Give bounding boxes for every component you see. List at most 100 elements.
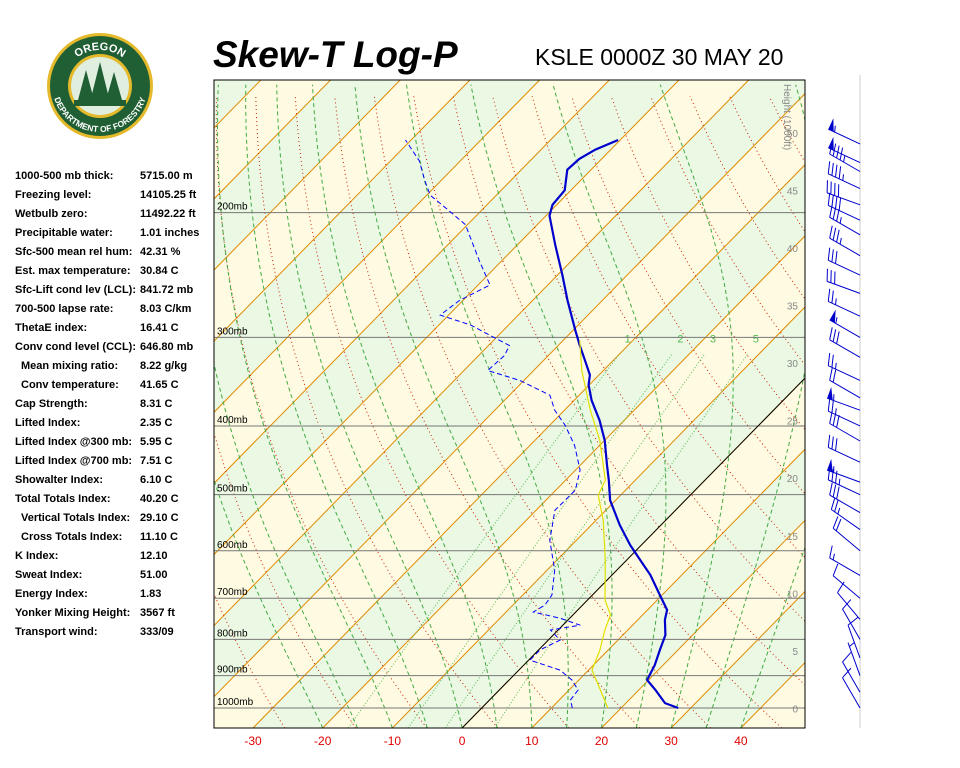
logo-ground <box>74 100 126 106</box>
stat-value: 11492.22 ft <box>140 208 196 220</box>
barb-full <box>847 616 859 626</box>
barb-full <box>832 369 837 383</box>
stat-label: K Index: <box>15 550 59 562</box>
stat-label: Conv cond level (CCL): <box>15 341 137 353</box>
barb-staff <box>837 592 861 620</box>
stat-value: 646.80 mb <box>140 341 194 353</box>
barb-full <box>832 516 839 529</box>
pressure-label: 500mb <box>217 484 248 495</box>
mixing-ratio-label: 1 <box>625 334 631 346</box>
barb-staff <box>828 300 861 317</box>
barb-full <box>831 249 834 263</box>
barb-half <box>837 507 841 515</box>
barb-half <box>839 217 842 224</box>
dry-adiabat <box>413 96 783 728</box>
barb-full <box>838 166 842 179</box>
wind-barb <box>832 516 861 552</box>
stat-label: Vertical Totals Index: <box>21 512 131 524</box>
x-tick-label: 20 <box>595 734 609 748</box>
stat-value: 29.10 C <box>140 512 179 524</box>
y2-tick-label: 45 <box>787 186 799 197</box>
moist-adiabat <box>740 546 805 728</box>
stat-label: Sweat Index: <box>15 569 83 581</box>
barb-staff <box>832 527 861 552</box>
stat-value: 8.31 C <box>140 398 173 410</box>
barb-full <box>831 436 834 450</box>
x-tick-label: 0 <box>459 734 466 748</box>
pressure-label: 800mb <box>217 628 248 639</box>
barb-full <box>827 467 831 480</box>
x-tick-label: -30 <box>244 734 262 748</box>
barb-full <box>835 196 838 209</box>
barb-half <box>835 362 837 370</box>
barb-staff <box>828 446 861 463</box>
barb-full <box>835 470 838 484</box>
logo: OREGON DEPARTMENT OF FORESTRY <box>47 33 153 139</box>
wind-barb <box>826 386 861 411</box>
mixing-ratio-label: 2 <box>677 334 683 346</box>
pressure-label: 700mb <box>217 587 248 598</box>
stat-label: Est. max temperature: <box>15 265 131 277</box>
barb-full <box>831 162 834 176</box>
wind-barb <box>837 581 861 620</box>
stat-value: 41.65 C <box>140 379 179 391</box>
stat-label: Energy Index: <box>15 588 88 600</box>
pressure-label: 300mb <box>217 326 248 337</box>
barb-half <box>842 174 844 181</box>
barb-full <box>832 484 837 498</box>
barb-staff <box>832 575 861 599</box>
barb-half <box>834 125 836 133</box>
wind-barb <box>829 367 861 399</box>
barb-full <box>827 353 831 366</box>
barb-half <box>832 553 835 561</box>
isotherm <box>670 590 805 728</box>
barb-staff <box>828 204 861 221</box>
y2-tick-label: 30 <box>787 359 799 370</box>
stat-value: 841.72 mb <box>140 284 194 296</box>
isotherm <box>214 92 805 698</box>
wind-barb <box>828 136 861 164</box>
barb-staff <box>847 624 861 659</box>
dry-adiabat <box>215 96 428 728</box>
barb-full <box>829 411 833 424</box>
barb-full <box>836 229 840 243</box>
stat-label: Sfc-Lift cond lev (LCL): <box>15 284 136 296</box>
stat-value: 333/09 <box>140 626 174 638</box>
barb-staff <box>842 608 861 640</box>
barb-staff <box>829 379 861 399</box>
wind-barb <box>842 599 861 640</box>
barb-pennant <box>827 386 833 401</box>
barb-staff <box>829 153 861 172</box>
barb-staff <box>828 365 861 381</box>
barb-full <box>829 367 833 381</box>
wind-barb <box>827 434 861 463</box>
wind-barb <box>827 398 861 427</box>
isotherm <box>214 80 750 627</box>
stat-label: 700-500 lapse rate: <box>15 303 114 315</box>
barb-full <box>831 354 834 368</box>
stat-value: 7.51 C <box>140 455 173 467</box>
stat-label: Cap Strength: <box>15 398 88 410</box>
dry-adiabat <box>927 96 960 728</box>
barb-full <box>827 288 831 302</box>
stat-label: Lifted Index @300 mb: <box>15 436 133 448</box>
barb-staff <box>828 479 861 496</box>
wind-barb <box>829 327 861 358</box>
y2-tick-label: 5 <box>792 647 798 658</box>
stat-value: 14105.25 ft <box>140 189 197 201</box>
wind-barb <box>826 180 861 206</box>
barb-staff <box>829 216 861 236</box>
wind-barb <box>829 225 861 257</box>
barb-staff <box>829 237 861 257</box>
dry-adiabat <box>887 96 960 728</box>
barb-full <box>842 667 852 679</box>
barb-staff <box>831 509 861 530</box>
barb-full <box>831 290 834 304</box>
stat-value: 3567 ft <box>140 607 175 619</box>
pressure-label: 900mb <box>217 665 248 676</box>
barb-full <box>827 161 831 174</box>
mixing-ratio-label: 5 <box>753 334 759 346</box>
barb-staff <box>829 557 861 576</box>
